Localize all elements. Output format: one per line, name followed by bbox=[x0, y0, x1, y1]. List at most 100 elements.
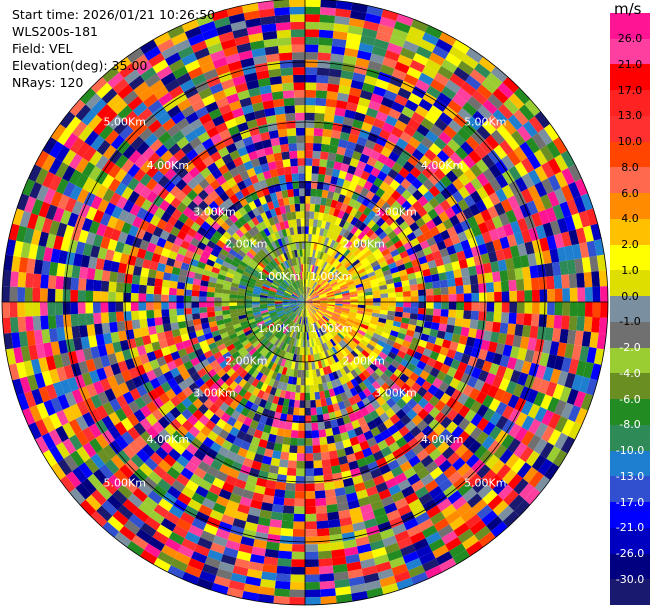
velocity-gate bbox=[239, 464, 252, 475]
velocity-gate bbox=[193, 449, 206, 461]
velocity-gate bbox=[305, 302, 312, 306]
velocity-gate bbox=[300, 295, 305, 302]
velocity-gate bbox=[16, 361, 27, 379]
velocity-gate bbox=[417, 195, 429, 207]
velocity-gate bbox=[315, 266, 321, 275]
velocity-gate bbox=[206, 225, 217, 236]
velocity-gate bbox=[274, 347, 281, 356]
velocity-gate bbox=[112, 341, 123, 353]
velocity-gate bbox=[371, 546, 387, 559]
velocity-gate bbox=[521, 173, 535, 189]
velocity-gate bbox=[394, 530, 410, 543]
velocity-gate bbox=[357, 302, 366, 306]
velocity-gate bbox=[470, 413, 483, 427]
velocity-gate bbox=[338, 254, 346, 263]
velocity-gate bbox=[309, 289, 315, 297]
velocity-gate bbox=[88, 423, 102, 439]
velocity-gate bbox=[482, 262, 493, 274]
velocity-gate bbox=[246, 514, 260, 525]
velocity-gate bbox=[267, 300, 275, 302]
velocity-gate bbox=[278, 420, 287, 430]
velocity-gate bbox=[157, 187, 170, 200]
velocity-gate bbox=[305, 370, 309, 378]
velocity-gate bbox=[382, 470, 395, 482]
velocity-gate bbox=[305, 218, 310, 227]
velocity-gate bbox=[458, 405, 471, 418]
velocity-gate bbox=[411, 392, 423, 404]
velocity-gate bbox=[166, 466, 181, 480]
velocity-gate bbox=[286, 212, 292, 221]
velocity-gate bbox=[151, 170, 165, 183]
velocity-gate bbox=[332, 224, 339, 233]
velocity-gate bbox=[276, 29, 292, 39]
velocity-gate bbox=[300, 302, 305, 309]
velocity-gate bbox=[98, 124, 114, 140]
velocity-gate bbox=[310, 280, 315, 289]
velocity-gate bbox=[318, 429, 327, 438]
velocity-gate bbox=[567, 181, 581, 199]
velocity-gate bbox=[305, 29, 320, 38]
velocity-gate bbox=[116, 449, 131, 465]
velocity-gate bbox=[280, 350, 286, 359]
velocity-gate bbox=[335, 225, 343, 235]
velocity-gate bbox=[400, 544, 416, 557]
velocity-gate bbox=[259, 221, 268, 230]
velocity-gate bbox=[350, 225, 359, 235]
velocity-gate bbox=[350, 369, 359, 379]
velocity-gate bbox=[422, 201, 434, 213]
velocity-gate bbox=[408, 318, 418, 326]
velocity-gate bbox=[538, 276, 548, 290]
velocity-gate bbox=[433, 294, 442, 302]
velocity-gate bbox=[85, 358, 97, 373]
velocity-gate bbox=[360, 423, 371, 434]
velocity-gate bbox=[237, 264, 246, 272]
velocity-gate bbox=[207, 286, 216, 293]
velocity-gate bbox=[300, 316, 303, 325]
velocity-gate bbox=[134, 256, 145, 268]
velocity-gate bbox=[449, 214, 461, 227]
velocity-gate bbox=[226, 416, 237, 427]
velocity-gate bbox=[274, 330, 282, 338]
velocity-gate bbox=[254, 484, 266, 495]
velocity-gate bbox=[402, 551, 419, 564]
velocity-gate bbox=[374, 367, 384, 377]
velocity-gate bbox=[387, 168, 399, 180]
velocity-gate bbox=[269, 260, 277, 269]
velocity-gate bbox=[208, 320, 218, 328]
velocity-gate bbox=[314, 313, 321, 320]
velocity-gate bbox=[354, 111, 366, 122]
velocity-gate bbox=[393, 570, 411, 583]
velocity-gate bbox=[481, 154, 495, 169]
colorbar-segment bbox=[610, 90, 650, 117]
velocity-gate bbox=[316, 287, 324, 294]
velocity-gate bbox=[187, 558, 205, 571]
velocity-gate bbox=[479, 449, 494, 465]
velocity-gate bbox=[313, 273, 318, 282]
velocity-gate bbox=[475, 199, 488, 213]
velocity-gate bbox=[121, 369, 132, 383]
velocity-gate bbox=[350, 10, 367, 21]
velocity-gate bbox=[270, 83, 283, 93]
velocity-gate bbox=[63, 454, 79, 472]
velocity-gate bbox=[481, 435, 495, 450]
velocity-gate bbox=[152, 530, 169, 545]
velocity-gate bbox=[395, 291, 404, 298]
velocity-gate bbox=[50, 248, 61, 263]
velocity-gate bbox=[260, 309, 269, 314]
velocity-gate bbox=[258, 586, 275, 596]
velocity-gate bbox=[344, 148, 355, 158]
velocity-gate bbox=[295, 264, 299, 273]
velocity-gate bbox=[521, 157, 535, 174]
velocity-gate bbox=[48, 174, 63, 192]
velocity-gate bbox=[423, 402, 435, 414]
velocity-gate bbox=[586, 240, 597, 257]
velocity-gate bbox=[113, 469, 129, 485]
velocity-gate bbox=[215, 315, 224, 321]
velocity-gate bbox=[335, 300, 343, 302]
velocity-gate bbox=[171, 384, 183, 396]
velocity-gate bbox=[571, 213, 584, 230]
velocity-gate bbox=[487, 440, 502, 455]
velocity-gate bbox=[270, 284, 278, 290]
velocity-gate bbox=[335, 322, 344, 329]
velocity-gate bbox=[129, 203, 141, 217]
